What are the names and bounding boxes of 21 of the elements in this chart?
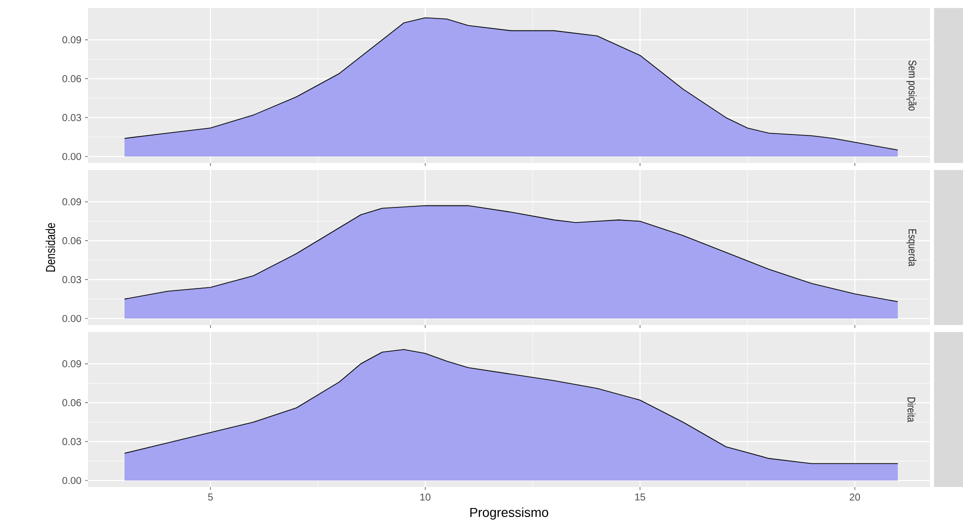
text: Direita [907, 398, 916, 422]
y-tick-label: 0.09 [62, 360, 82, 368]
x-tick-label: 20 [850, 494, 860, 501]
y-tick-label: 0.00 [62, 152, 82, 160]
y-tick-label: 0.00 [62, 476, 82, 484]
y-tick-label: 0.00 [62, 314, 82, 322]
x-axis-title: Progressismo [470, 507, 548, 520]
x-tick-label: 10 [420, 494, 430, 501]
y-tick-label: 0.09 [62, 36, 82, 44]
text: Esquerda [906, 229, 917, 266]
y-tick-label: 0.03 [62, 276, 82, 284]
y-axis-title: Densidade [46, 223, 56, 272]
y-tick-label: 0.03 [62, 114, 82, 122]
y-tick-label: 0.06 [62, 75, 82, 82]
y-tick-label: 0.03 [62, 438, 82, 446]
x-tick-label: 5 [208, 494, 213, 500]
y-tick-label: 0.06 [62, 399, 82, 406]
text: Sem posição [906, 60, 917, 111]
y-tick-label: 0.09 [62, 198, 82, 206]
y-tick-label: 0.06 [62, 237, 82, 244]
x-tick-label: 15 [635, 494, 646, 500]
